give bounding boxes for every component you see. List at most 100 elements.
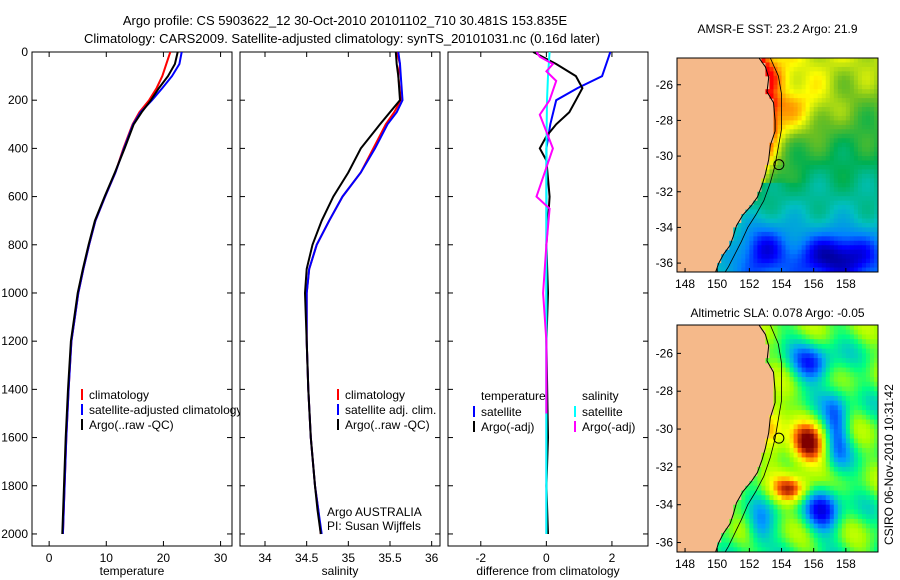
sla_map-grid-cell [785,405,791,411]
sst_map-grid-cell [765,66,770,72]
sst_map-grid-cell [857,138,863,144]
sst_map-grid-cell [865,173,871,179]
sst_map-grid-cell [857,200,863,206]
sla_map-axes-frame [676,324,879,553]
sla_map-grid-cell [829,395,835,402]
sla_map-grid-cell [801,395,807,402]
sst_map-grid-cell [857,93,863,99]
sla_map-grid-cell [813,452,819,458]
sst_map-grid-cell [797,58,803,63]
sla_map-grid-cell [857,329,863,335]
sst_map-grid-cell [793,173,799,179]
sla_map-grid-cell [821,518,827,525]
sst_map-grid-cell [777,214,783,219]
sla_map-grid-cell [817,339,823,345]
sla_map-grid-cell [801,537,807,544]
sla_map-grid-cell [857,358,863,364]
sla_map-grid-cell [797,353,803,359]
sst_map-grid-cell [849,173,855,179]
sla_map-grid-cell [817,443,823,449]
sla_map-grid-cell [817,362,823,369]
sst_map-grid-cell [777,98,783,104]
sst_map-grid-cell [833,218,839,224]
sla_map-grid-cell [825,334,831,340]
sla_map-grid-cell [829,348,835,354]
sla_map-grid-cell [841,362,847,369]
sst_map-grid-cell [869,191,875,197]
sst_map-grid-cell [749,214,754,219]
sst_map-grid-cell [817,178,823,184]
sla_map-grid-cell [853,537,859,544]
sst_map-grid-cell [849,200,855,206]
sla_map-grid-cell [793,433,799,439]
sst_map-grid-cell [797,205,803,211]
sla_map-grid-cell [869,462,875,468]
sst_map-grid-cell [873,115,878,121]
sst_map-grid-cell [789,249,795,255]
sst_map-grid-cell [789,147,795,153]
sst_map-grid-cell [861,129,867,135]
sst_map-grid-cell [809,191,815,197]
sla_map-grid-cell [753,476,758,482]
sst_map-grid-cell [793,133,799,139]
sst_map-grid-cell [753,245,758,251]
sla_map-grid-cell [837,490,843,496]
sla_map-grid-cell [865,329,871,335]
sst_map-grid-cell [853,115,859,121]
sst_map-grid-cell [845,178,851,184]
sst_map-grid-cell [829,62,835,68]
sla_map-grid-cell [777,405,783,411]
sst_map-grid-cell [773,84,778,90]
sst_map-grid-cell [861,209,867,215]
sst_map-grid-cell [805,89,811,95]
sst_map-grid-cell [765,218,770,224]
sla_map-grid-cell [873,334,878,340]
sst_map-grid-cell [825,107,831,112]
sla_map-grid-cell [845,358,851,364]
sla_map-grid-cell [793,325,799,331]
sst_map-grid-cell [805,71,811,77]
sst_map-grid-cell [801,222,807,228]
sst_map-grid-cell [849,191,855,197]
sla_map-grid-cell [821,400,827,406]
sst_map-grid-cell [757,227,762,233]
sst_map-grid-cell [769,160,774,166]
sst_map-grid-cell [809,147,815,153]
sla_map-grid-cell [785,447,791,454]
sla_map-grid-cell [765,533,770,539]
sla_map-grid-cell [853,419,859,425]
sla_map-grid-cell [821,457,827,463]
sst_map-grid-cell [833,200,839,206]
sst_map-grid-cell [825,120,831,126]
sst_map-grid-cell [869,107,875,112]
sla_map-grid-cell [837,499,843,506]
sst_map-grid-cell [829,245,835,251]
sla_map-grid-cell [801,410,807,416]
sla_map-grid-cell [761,466,766,473]
sla_map-grid-cell [853,481,859,487]
sst_map-grid-cell [837,214,843,219]
sla_map-grid-cell [869,533,875,539]
sla_map-grid-cell [865,424,871,430]
sla_map-grid-cell [821,476,827,482]
sst_map-grid-cell [813,80,819,86]
sla_map-grid-cell [777,395,783,402]
sla_map-grid-cell [821,353,827,359]
sst_map-grid-cell [813,160,819,166]
sst_map-grid-cell [737,240,742,246]
sla_map-grid-cell [825,414,831,421]
sst_map-grid-cell [773,240,778,246]
sla_map-grid-cell [825,362,831,369]
sla_map-grid-cell [813,386,819,392]
sst_map-grid-cell [825,187,831,193]
sst_map-grid-cell [781,102,787,108]
sst_map-grid-cell [821,222,827,228]
sst_map-grid-cell [797,142,803,148]
sst_map-grid-cell [861,66,867,72]
sst_map-grid-cell [833,111,839,117]
sla_map-grid-cell [765,438,770,444]
sla_map-grid-cell [805,466,811,473]
sst_map-grid-cell [785,222,791,228]
sst_map-grid-cell [837,263,843,269]
sla_map-grid-cell [805,405,811,411]
